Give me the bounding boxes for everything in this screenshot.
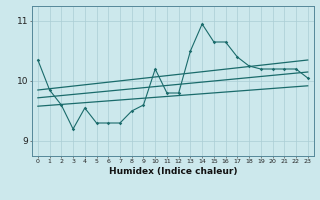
X-axis label: Humidex (Indice chaleur): Humidex (Indice chaleur) <box>108 167 237 176</box>
